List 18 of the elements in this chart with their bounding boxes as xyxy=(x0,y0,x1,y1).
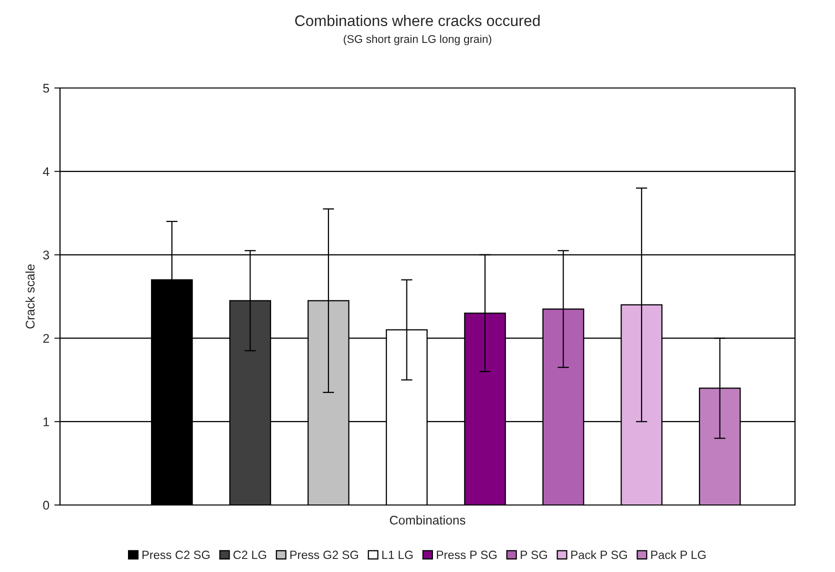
y-tick-label: 2 xyxy=(43,334,49,343)
legend-label: Press P SG xyxy=(436,550,497,560)
chart-title: Combinations where cracks occured xyxy=(295,14,540,26)
y-tick-label: 4 xyxy=(42,167,50,176)
y-tick-label: 1 xyxy=(44,418,49,426)
legend-label: C2 LG xyxy=(233,550,266,560)
x-axis-title: Combinations xyxy=(390,515,466,525)
legend-label: P SG xyxy=(520,550,547,560)
legend-label: Press C2 SG xyxy=(142,550,210,560)
legend-label: Pack P SG xyxy=(571,550,627,560)
legend-label: L1 LG xyxy=(382,550,413,560)
y-axis-title: Crack scale xyxy=(25,264,35,329)
legend-label: Pack P LG xyxy=(651,550,706,560)
y-tick-label: 3 xyxy=(43,250,50,260)
y-tick-label: 5 xyxy=(43,84,50,93)
y-tick-label: 0 xyxy=(43,500,50,510)
chart-subtitle: (SG short grain LG long grain) xyxy=(344,34,492,46)
legend-label: Press G2 SG xyxy=(290,550,358,560)
